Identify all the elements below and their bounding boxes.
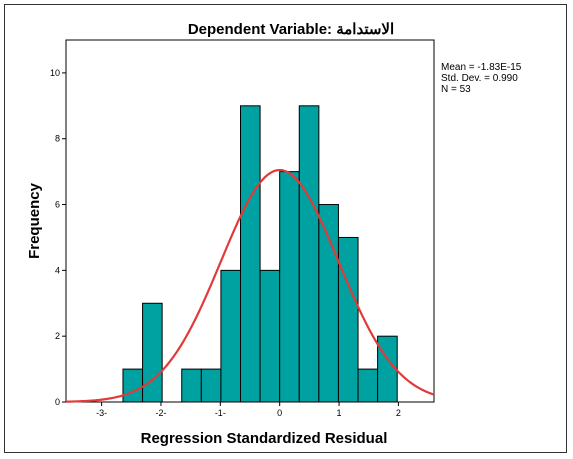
histogram-bar bbox=[298, 105, 320, 403]
y-tick-label: 10 bbox=[50, 68, 60, 78]
histogram-bar bbox=[337, 236, 359, 403]
histogram-bar bbox=[220, 269, 242, 403]
histogram-bar bbox=[279, 171, 300, 403]
y-tick-label: 8 bbox=[55, 134, 60, 144]
y-tick-label: 6 bbox=[55, 200, 60, 210]
x-tick-label: 1 bbox=[337, 408, 342, 418]
chart-title: Dependent Variable: الاستدامة bbox=[188, 21, 394, 38]
x-axis-title: Regression Standardized Residual bbox=[141, 430, 388, 447]
x-tick-label: -3- bbox=[96, 408, 107, 418]
histogram-bar bbox=[122, 368, 144, 403]
stat-mean: Mean = -1.83E-15 bbox=[441, 62, 522, 73]
x-tick-label: -1- bbox=[215, 408, 226, 418]
normal-curve-line bbox=[65, 168, 435, 403]
histogram-bar bbox=[240, 105, 261, 403]
histogram-bar bbox=[200, 368, 222, 403]
x-tick-label: 0 bbox=[277, 408, 282, 418]
y-tick-label: 2 bbox=[55, 331, 60, 341]
x-tick-label: 2 bbox=[396, 408, 401, 418]
x-tick-label: -2- bbox=[155, 408, 166, 418]
y-tick-label: 0 bbox=[55, 397, 60, 407]
histogram-bar bbox=[259, 269, 281, 403]
stats-box: Mean = -1.83E-15 Std. Dev. = 0.990 N = 5… bbox=[441, 62, 522, 95]
histogram-bar bbox=[357, 368, 379, 403]
stat-std-dev: Std. Dev. = 0.990 bbox=[441, 73, 518, 84]
histogram-bar bbox=[181, 368, 202, 403]
histogram-bar bbox=[377, 335, 398, 403]
y-axis-title: Frequency bbox=[26, 182, 43, 259]
histogram-bar bbox=[142, 302, 163, 403]
y-tick-label: 4 bbox=[55, 265, 60, 275]
histogram-bar bbox=[318, 204, 339, 403]
plot-area: 0 2 4 6 8 10 -3- -2- -1- 0 1 2 bbox=[50, 39, 435, 418]
stat-n: N = 53 bbox=[441, 84, 471, 95]
